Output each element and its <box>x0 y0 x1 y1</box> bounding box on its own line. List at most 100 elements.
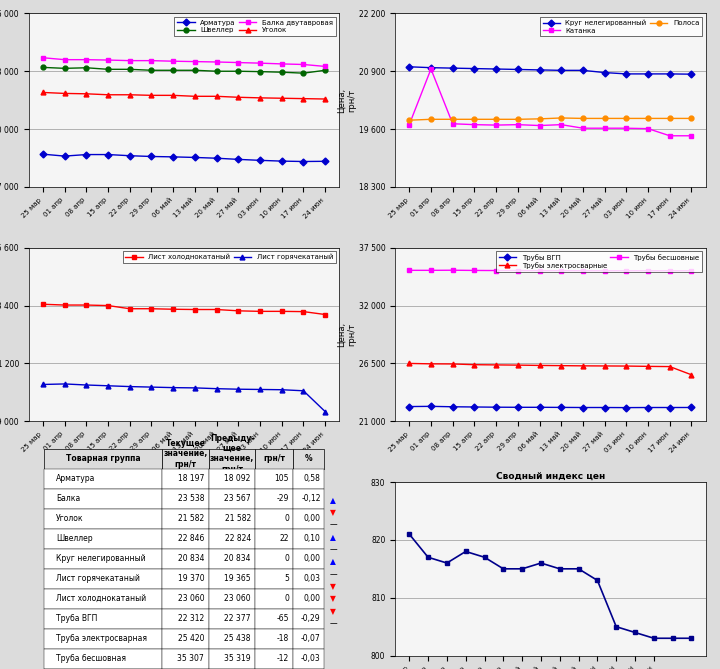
Уголок <box>299 94 307 102</box>
Трубы электросварные <box>687 371 696 379</box>
Катанка <box>449 120 457 128</box>
Балка двутавровая <box>256 59 264 67</box>
Уголок <box>82 90 91 98</box>
Арматура <box>256 157 264 165</box>
Полоса <box>535 115 544 123</box>
Трубы электросварные <box>600 362 609 370</box>
Лист горячекатаный <box>299 387 307 395</box>
Круг нелегированный <box>405 63 413 71</box>
Круг нелегированный <box>622 70 631 78</box>
Text: ▼: ▼ <box>330 508 336 517</box>
Трубы ВГП <box>600 403 609 411</box>
Круг нелегированный <box>557 66 565 74</box>
Круг нелегированный <box>492 65 500 73</box>
Text: ▲: ▲ <box>330 496 336 505</box>
Лист горячекатаный <box>234 385 243 393</box>
Трубы бесшовные <box>535 267 544 275</box>
Балка двутавровая <box>125 57 134 65</box>
Катанка <box>687 132 696 140</box>
Лист холоднокатаный <box>169 305 178 313</box>
Лист горячекатаный <box>125 383 134 391</box>
Text: ▲: ▲ <box>330 557 336 567</box>
Трубы электросварные <box>492 361 500 369</box>
Line: Уголок: Уголок <box>40 90 328 102</box>
Швеллер <box>82 64 91 72</box>
Уголок <box>147 92 156 100</box>
Швеллер <box>60 64 69 72</box>
Line: Швеллер: Швеллер <box>40 65 328 76</box>
Арматура <box>60 152 69 160</box>
Лист горячекатаный <box>277 386 286 394</box>
Text: —: — <box>330 545 338 554</box>
Y-axis label: Цена,
грн/т: Цена, грн/т <box>337 88 356 113</box>
Швеллер <box>277 68 286 76</box>
Швеллер <box>256 68 264 76</box>
Балка двутавровая <box>104 56 112 64</box>
Трубы бесшовные <box>513 266 522 274</box>
Legend: Трубы ВГП, Трубы электросварные, Трубы бесшовные: Трубы ВГП, Трубы электросварные, Трубы б… <box>496 251 702 272</box>
Полоса <box>687 114 696 122</box>
Line: Лист горячекатаный: Лист горячекатаный <box>40 381 328 414</box>
Text: —: — <box>330 619 338 628</box>
Круг нелегированный <box>427 64 436 72</box>
Line: Полоса: Полоса <box>407 116 694 122</box>
Трубы ВГП <box>535 403 544 411</box>
Катанка <box>600 124 609 132</box>
Лист холоднокатаный <box>125 304 134 312</box>
Лист холоднокатаный <box>234 307 243 315</box>
Швеллер <box>234 67 243 75</box>
Балка двутавровая <box>299 60 307 68</box>
Уголок <box>321 95 330 103</box>
Трубы ВГП <box>557 403 565 411</box>
Арматура <box>147 153 156 161</box>
Лист горячекатаный <box>39 381 48 389</box>
Катанка <box>579 124 588 132</box>
Лист горячекатаный <box>212 385 221 393</box>
Лист горячекатаный <box>104 382 112 390</box>
Трубы ВГП <box>579 403 588 411</box>
Лист холоднокатаный <box>147 304 156 312</box>
Арматура <box>125 152 134 160</box>
Круг нелегированный <box>665 70 674 78</box>
Круг нелегированный <box>644 70 652 78</box>
Уголок <box>104 91 112 99</box>
Балка двутавровая <box>39 54 48 62</box>
Балка двутавровая <box>82 56 91 64</box>
Трубы электросварные <box>622 362 631 370</box>
Круг нелегированный <box>535 66 544 74</box>
Полоса <box>557 114 565 122</box>
Полоса <box>665 114 674 122</box>
Трубы ВГП <box>665 403 674 411</box>
Line: Трубы бесшовные: Трубы бесшовные <box>407 268 694 273</box>
Швеллер <box>169 66 178 74</box>
Лист холоднокатаный <box>60 301 69 309</box>
Балка двутавровая <box>234 59 243 67</box>
Катанка <box>665 132 674 140</box>
Арматура <box>234 155 243 163</box>
Полоса <box>470 115 479 123</box>
Трубы ВГП <box>492 403 500 411</box>
Катанка <box>513 120 522 128</box>
Лист холоднокатаный <box>39 300 48 308</box>
Балка двутавровая <box>60 56 69 64</box>
Лист горячекатаный <box>169 383 178 391</box>
Уголок <box>277 94 286 102</box>
Лист горячекатаный <box>60 380 69 388</box>
Трубы электросварные <box>535 361 544 369</box>
Трубы бесшовные <box>492 266 500 274</box>
Полоса <box>513 115 522 123</box>
Катанка <box>427 65 436 73</box>
Арматура <box>82 151 91 159</box>
Лист холоднокатаный <box>277 307 286 315</box>
Text: ▼: ▼ <box>330 594 336 603</box>
Трубы электросварные <box>470 361 479 369</box>
Лист холоднокатаный <box>104 302 112 310</box>
Лист холоднокатаный <box>321 310 330 318</box>
Круг нелегированный <box>470 64 479 72</box>
Y-axis label: Цена,
грн/т: Цена, грн/т <box>336 322 356 347</box>
Трубы бесшовные <box>427 266 436 274</box>
Line: Круг нелегированный: Круг нелегированный <box>407 64 694 77</box>
Балка двутавровая <box>277 60 286 68</box>
Трубы бесшовные <box>449 266 457 274</box>
Трубы электросварные <box>513 361 522 369</box>
